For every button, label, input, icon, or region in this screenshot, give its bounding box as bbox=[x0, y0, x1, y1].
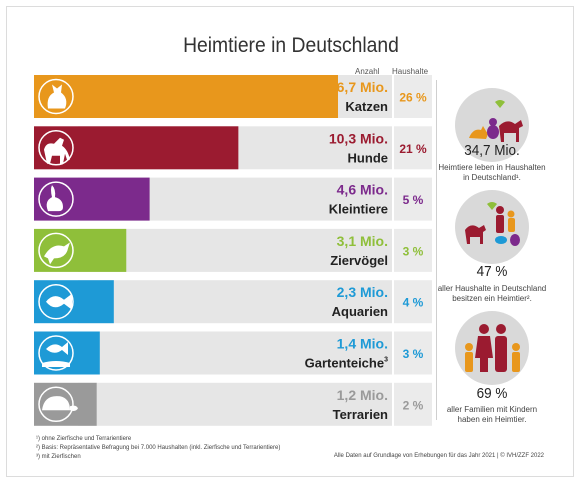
icon-box bbox=[34, 331, 78, 375]
households-label: 26 % bbox=[399, 91, 427, 105]
value-label: 4,6 Mio. bbox=[337, 182, 388, 198]
category-label: Gartenteiche3 bbox=[305, 356, 388, 371]
bar bbox=[78, 75, 338, 118]
category-label: Aquarien bbox=[332, 304, 388, 319]
bar-track bbox=[78, 280, 392, 324]
bird-icon bbox=[44, 242, 70, 265]
side-text-2: aller Haushalte in Deutschland besitzen … bbox=[437, 284, 547, 303]
category-label: Ziervögel bbox=[330, 253, 388, 268]
households-box bbox=[394, 177, 432, 221]
header-anzahl: Anzahl bbox=[355, 67, 380, 76]
side-circle-1 bbox=[455, 88, 529, 162]
value-label: 1,4 Mio. bbox=[337, 336, 388, 352]
family-pets-icon bbox=[465, 202, 520, 246]
side-text-3: aller Familien mit Kindern haben ein Hei… bbox=[446, 405, 538, 424]
value-label: 1,2 Mio. bbox=[337, 387, 388, 403]
side-value-2: 47 % bbox=[476, 263, 508, 280]
households-box bbox=[394, 228, 432, 272]
dog-icon bbox=[44, 137, 70, 164]
footnote-1: ¹) ohne Zierfische und Terrarientiere bbox=[36, 436, 132, 442]
category-label: Katzen bbox=[345, 99, 388, 114]
fish-icon bbox=[46, 293, 72, 310]
bar bbox=[78, 177, 150, 221]
cat-icon bbox=[47, 84, 67, 109]
households-box bbox=[394, 280, 432, 324]
households-box bbox=[394, 382, 432, 426]
households-label: 21 % bbox=[399, 142, 427, 156]
value-label: 16,7 Mio. bbox=[329, 79, 388, 95]
bar bbox=[78, 228, 127, 272]
bar-track bbox=[78, 228, 392, 272]
bar bbox=[78, 331, 100, 375]
category-label: Hunde bbox=[348, 150, 388, 165]
bar bbox=[78, 382, 97, 426]
header-haushalte: Haushalte bbox=[392, 67, 429, 76]
households-box bbox=[394, 75, 432, 118]
turtle-icon bbox=[42, 396, 78, 411]
pets-group-icon bbox=[469, 100, 523, 142]
icon-ring bbox=[38, 78, 74, 115]
category-label: Kleintiere bbox=[329, 202, 388, 217]
side-text-1: Heimtiere leben in Haushalten in Deutsch… bbox=[438, 163, 546, 182]
households-box bbox=[394, 126, 432, 170]
value-label: 10,3 Mio. bbox=[329, 130, 388, 146]
family-icon bbox=[465, 324, 520, 372]
households-label: 5 % bbox=[403, 193, 424, 207]
bar bbox=[78, 126, 239, 170]
side-value-3: 69 % bbox=[476, 385, 508, 402]
footnote-2: ²) Basis: Repräsentative Befragung bei 7… bbox=[36, 445, 281, 451]
households-label: 3 % bbox=[403, 347, 424, 361]
divider bbox=[436, 80, 437, 420]
side-circle-2 bbox=[455, 190, 529, 264]
bar bbox=[78, 280, 114, 324]
category-label: Terrarien bbox=[333, 407, 388, 422]
value-label: 2,3 Mio. bbox=[337, 284, 388, 300]
bar-track bbox=[78, 382, 392, 426]
value-label: 3,1 Mio. bbox=[337, 233, 388, 249]
rabbit-icon bbox=[46, 185, 63, 212]
households-box bbox=[394, 331, 432, 375]
side-value-1: 34,7 Mio. bbox=[464, 142, 520, 159]
page-title: Heimtiere in Deutschland bbox=[183, 34, 399, 57]
icon-ring bbox=[38, 181, 74, 217]
households-label: 3 % bbox=[403, 244, 424, 258]
side-circle-3 bbox=[455, 311, 529, 385]
footnote-3: ³) mit Zierfischen bbox=[36, 454, 81, 460]
icon-ring bbox=[38, 130, 74, 166]
icon-ring bbox=[38, 232, 74, 269]
households-label: 2 % bbox=[403, 398, 424, 412]
bar-track bbox=[78, 331, 392, 375]
icon-ring bbox=[38, 283, 74, 320]
icon-ring bbox=[38, 335, 74, 371]
source-note: Alle Daten auf Grundlage von Erhebungen … bbox=[333, 453, 544, 459]
households-label: 4 % bbox=[403, 296, 424, 310]
icon-ring bbox=[38, 386, 74, 423]
pond-fish-icon bbox=[42, 342, 70, 367]
